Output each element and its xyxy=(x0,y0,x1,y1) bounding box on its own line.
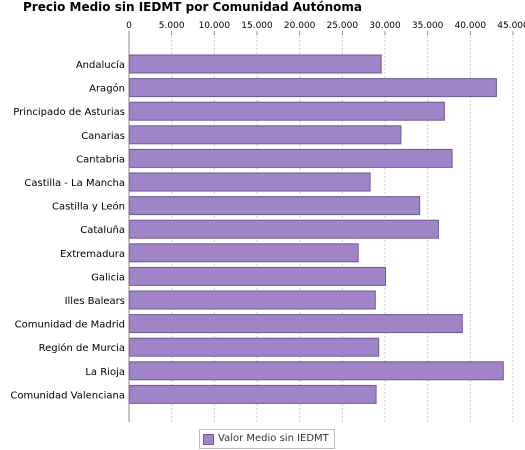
bar xyxy=(129,78,497,98)
tick-label: 45.000 xyxy=(497,21,525,31)
category-label: Galicia xyxy=(91,272,125,283)
bar xyxy=(129,266,386,286)
category-label: Castilla y León xyxy=(52,201,125,213)
bar xyxy=(129,314,463,334)
bar xyxy=(129,337,380,357)
x-axis-ticks: 0 5.000 10.000 15.000 20.000 25.000 30.000 35.0… xyxy=(126,21,525,35)
bar xyxy=(129,172,371,192)
bar xyxy=(129,125,402,145)
bar xyxy=(129,196,421,216)
category-label: Principado de Asturias xyxy=(13,107,125,118)
tick-label: 30.000 xyxy=(369,21,401,31)
category-label: Cantabria xyxy=(76,154,125,165)
category-label: Cataluña xyxy=(80,225,125,236)
category-label: Comunidad de Madrid xyxy=(15,320,125,331)
chart-title: Precio Medio sin IEDMT por Comunidad Aut… xyxy=(23,0,362,14)
bar xyxy=(129,54,382,74)
bar xyxy=(129,361,504,381)
bar xyxy=(129,243,359,263)
category-label: La Rioja xyxy=(85,367,125,378)
category-label: Canarias xyxy=(81,131,125,142)
category-label: Comunidad Valenciana xyxy=(10,390,125,401)
tick-label: 40.000 xyxy=(455,21,487,31)
bar xyxy=(129,101,445,121)
tick-label: 10.000 xyxy=(199,21,231,31)
tick-label: 20.000 xyxy=(284,21,316,31)
category-label: Illes Balears xyxy=(65,296,125,307)
bar xyxy=(129,148,453,168)
tick-label: 15.000 xyxy=(241,21,273,31)
tick-label: 0 xyxy=(126,21,132,31)
legend-label: Valor Medio sin IEDMT xyxy=(218,433,329,444)
bar xyxy=(129,384,377,404)
category-label: Extremadura xyxy=(60,249,125,260)
legend-swatch xyxy=(203,433,214,445)
bar xyxy=(129,290,376,310)
category-label: Andalucía xyxy=(76,59,125,71)
tick-label: 5.000 xyxy=(159,21,185,31)
category-labels: Andalucía Aragón Principado de Asturias Can… xyxy=(10,59,125,401)
bar xyxy=(129,219,439,239)
bars xyxy=(129,54,504,404)
category-label: Aragón xyxy=(89,83,125,95)
category-label: Castilla - La Mancha xyxy=(24,178,125,189)
tick-label: 25.000 xyxy=(327,21,359,31)
category-label: Región de Murcia xyxy=(39,342,125,354)
legend: Valor Medio sin IEDMT xyxy=(199,429,335,449)
tick-label: 35.000 xyxy=(412,21,444,31)
